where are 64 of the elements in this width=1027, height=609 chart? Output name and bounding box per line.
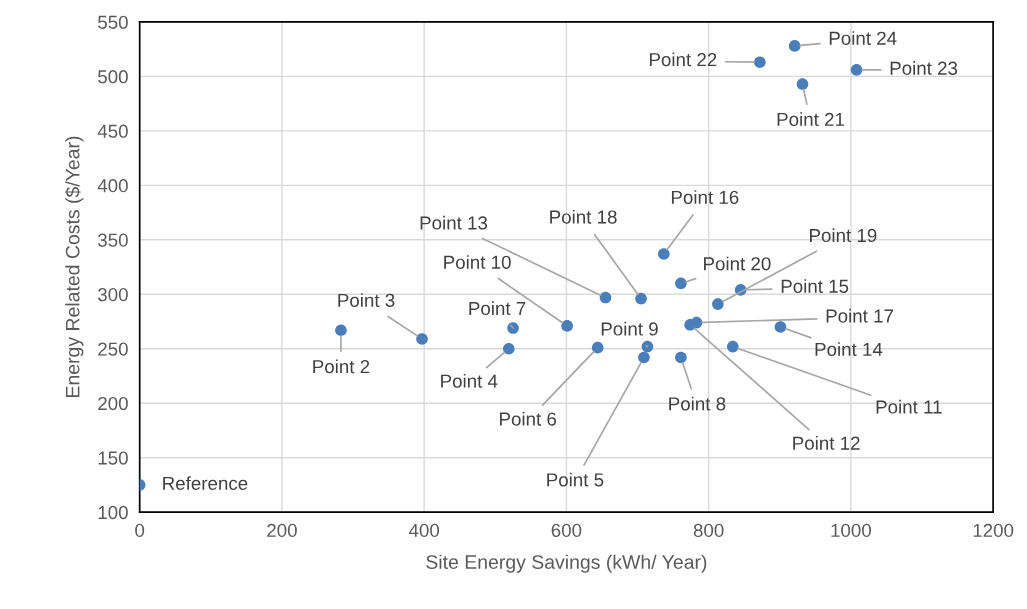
point [599,291,612,304]
annotation: Point 3 [338,293,395,307]
point [561,320,573,332]
point [788,40,801,52]
x-axis-title: Site Energy Savings (kWh/ Year) [426,554,707,573]
point [335,324,347,337]
annotation: Point 7 [469,301,526,316]
annotation: Point 14 [815,342,883,356]
y-tick-label: 300 [98,287,128,302]
annotation: Reference [163,476,248,490]
y-tick-label: 400 [97,179,128,193]
point [754,56,766,69]
annotation: Point 4 [441,374,498,388]
point [796,78,809,90]
point [850,64,863,76]
x-tick-label: 400 [408,523,440,538]
annotation: Point 2 [313,359,370,374]
point [635,292,647,305]
point [658,248,670,260]
point [675,351,687,364]
annotation: Point 8 [669,396,726,411]
point [727,340,739,353]
annotation: Point 19 [810,228,877,243]
y-tick-label: 250 [98,342,128,356]
y-axis-title: Energy Related Costs ($/Year) [64,136,84,397]
annotation: Point 6 [500,411,557,426]
annotation: Point 10 [444,255,511,269]
annotation: Point 23 [890,61,958,75]
annotation: Point 21 [777,112,844,127]
x-tick-label: 600 [551,523,582,538]
point [641,340,654,353]
y-tick-label: 350 [98,233,128,247]
x-tick-label: 0 [135,523,145,538]
annotation: Point 11 [876,399,942,414]
point [591,341,604,354]
y-tick-label: 550 [98,15,128,29]
annotation: Point 12 [793,436,860,450]
point [416,333,428,345]
x-tick-label: 200 [267,523,297,538]
x-tick-label: 800 [693,523,724,538]
annotation: Point 24 [829,31,897,45]
annotation: Point 18 [550,209,617,224]
x-tick-label: 1200 [973,523,1014,538]
point [675,277,687,290]
x-tick-label: 1000 [831,523,871,538]
annotation: Point 9 [601,321,658,336]
point [774,321,787,333]
y-tick-label: 150 [98,451,128,465]
annotation: Point 22 [649,52,717,67]
point [690,316,703,329]
annotation: Point 5 [547,472,604,487]
annotation: Point 20 [704,256,771,271]
annotation: Point 16 [671,190,739,205]
y-tick-label: 100 [98,505,128,520]
point [638,351,650,364]
y-tick-label: 500 [98,70,128,84]
annotation: Point 13 [420,215,488,230]
y-tick-label: 200 [98,396,128,411]
point [712,298,724,310]
point [502,342,515,355]
annotation: Point 15 [781,279,849,293]
y-tick-label: 450 [97,124,128,138]
point [507,322,519,334]
annotation: Point 17 [826,308,893,323]
